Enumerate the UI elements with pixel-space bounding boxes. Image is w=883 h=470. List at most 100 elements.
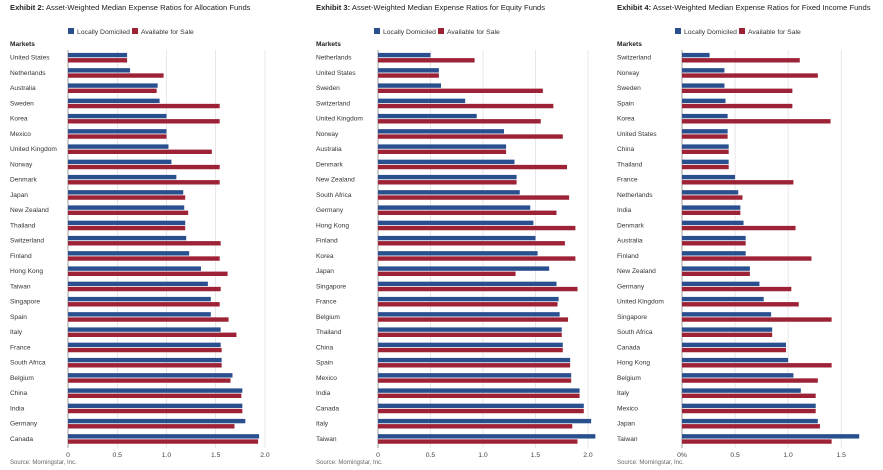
source-note: Source: Morningstar, Inc. [10, 460, 77, 466]
markets-header: Markets [316, 41, 341, 48]
bar-locally-domiciled [682, 98, 726, 104]
market-label: Mexico [316, 375, 337, 382]
bar-locally-domiciled [378, 129, 504, 134]
bar-available-for-sale [378, 180, 517, 185]
market-label: Switzerland [10, 238, 44, 245]
bar-locally-domiciled [68, 312, 211, 317]
market-label: France [617, 177, 638, 184]
market-label: Belgium [617, 375, 641, 382]
market-label: United States [10, 55, 50, 62]
x-tick-label: 0.5 [113, 452, 123, 459]
bar-available-for-sale [378, 363, 571, 368]
bar-available-for-sale [378, 393, 580, 398]
bar-available-for-sale [378, 195, 570, 200]
bar-available-for-sale [68, 271, 228, 276]
bar-available-for-sale [682, 317, 832, 322]
market-label: Hong Kong [316, 222, 349, 229]
legend-swatch-local [68, 28, 74, 34]
market-label: New Zealand [10, 207, 49, 214]
bar-available-for-sale [68, 302, 220, 307]
chart-title: Exhibit 2: Asset-Weighted Median Expense… [10, 3, 251, 12]
market-label: China [617, 146, 635, 153]
bar-available-for-sale [682, 225, 796, 231]
x-tick-label: 2.0 [260, 452, 270, 459]
market-label: China [10, 390, 28, 397]
bar-locally-domiciled [378, 205, 531, 210]
bar-available-for-sale [378, 103, 554, 109]
market-label: Australia [316, 146, 342, 153]
bar-locally-domiciled [378, 266, 550, 271]
bar-available-for-sale [378, 378, 572, 383]
bar-locally-domiciled [378, 52, 431, 58]
bar-locally-domiciled [378, 220, 534, 226]
bar-locally-domiciled [682, 296, 764, 302]
bar-available-for-sale [682, 286, 792, 292]
exhibit-3-panel: Exhibit 3: Asset-Weighted Median Expense… [316, 0, 596, 470]
bar-locally-domiciled [682, 403, 816, 409]
bar-available-for-sale [68, 241, 221, 246]
bar-available-for-sale [68, 439, 259, 444]
market-label: Germany [617, 283, 645, 290]
bar-available-for-sale [682, 88, 793, 93]
bar-available-for-sale [68, 363, 222, 368]
bar-locally-domiciled [68, 174, 177, 180]
bar-available-for-sale [682, 378, 818, 383]
market-label: Sweden [316, 85, 340, 92]
market-label: Norway [617, 70, 640, 77]
bar-available-for-sale [682, 363, 832, 368]
bar-locally-domiciled [682, 52, 710, 58]
bar-available-for-sale [68, 134, 167, 139]
bar-locally-domiciled [682, 281, 760, 287]
bar-locally-domiciled [378, 83, 441, 88]
bar-locally-domiciled [68, 220, 186, 226]
source-note: Source: Morningstar, Inc. [617, 460, 684, 466]
market-label: Thailand [617, 161, 643, 168]
bar-locally-domiciled [68, 129, 167, 134]
market-label: India [316, 390, 331, 397]
market-label: Sweden [617, 85, 641, 92]
bar-locally-domiciled [68, 68, 131, 73]
bar-available-for-sale [378, 88, 543, 93]
bar-available-for-sale [682, 58, 800, 63]
bar-available-for-sale [682, 73, 818, 78]
bar-locally-domiciled [682, 144, 729, 149]
market-label: France [316, 299, 337, 306]
market-label: Denmark [316, 161, 343, 168]
legend-label-local: Locally Domiciled [77, 29, 130, 36]
markets-header: Markets [617, 41, 642, 48]
market-label: China [316, 344, 334, 351]
bar-available-for-sale [68, 103, 220, 109]
market-label: Australia [617, 238, 643, 245]
bar-locally-domiciled [68, 190, 184, 195]
bar-locally-domiciled [378, 235, 536, 241]
bar-locally-domiciled [682, 418, 818, 424]
bar-locally-domiciled [682, 327, 773, 332]
bar-available-for-sale [68, 408, 243, 414]
bar-locally-domiciled [68, 113, 167, 119]
bar-available-for-sale [68, 210, 189, 215]
bar-locally-domiciled [378, 434, 596, 439]
bar-locally-domiciled [682, 190, 739, 195]
bar-locally-domiciled [378, 113, 477, 119]
market-label: India [617, 207, 632, 214]
bar-locally-domiciled [682, 373, 794, 378]
bar-available-for-sale [68, 393, 242, 398]
bar-available-for-sale [378, 149, 507, 154]
bar-available-for-sale [378, 271, 516, 276]
legend-label-local: Locally Domiciled [383, 29, 436, 36]
x-tick-label: 1.0 [478, 452, 488, 459]
bar-available-for-sale [68, 149, 212, 154]
market-label: Japan [617, 421, 635, 428]
bar-available-for-sale [68, 73, 164, 78]
bar-available-for-sale [68, 317, 229, 322]
legend-swatch-available [438, 28, 444, 34]
market-label: Belgium [316, 314, 340, 321]
legend-swatch-available [739, 28, 745, 34]
bar-available-for-sale [378, 134, 563, 139]
bar-locally-domiciled [68, 205, 185, 210]
bar-available-for-sale [378, 439, 578, 444]
market-label: South Africa [316, 192, 352, 199]
bar-available-for-sale [378, 164, 567, 170]
legend-label-available: Available for Sale [447, 29, 500, 36]
x-tick-label: 0% [677, 452, 687, 459]
